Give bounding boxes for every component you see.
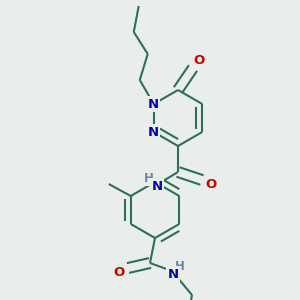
Text: O: O	[206, 178, 217, 190]
Text: N: N	[152, 179, 163, 193]
Text: O: O	[113, 266, 124, 280]
Text: H: H	[144, 172, 154, 185]
Text: H: H	[175, 260, 185, 274]
Text: O: O	[194, 55, 205, 68]
Text: N: N	[167, 268, 178, 281]
Text: N: N	[148, 98, 159, 110]
Text: N: N	[148, 125, 159, 139]
